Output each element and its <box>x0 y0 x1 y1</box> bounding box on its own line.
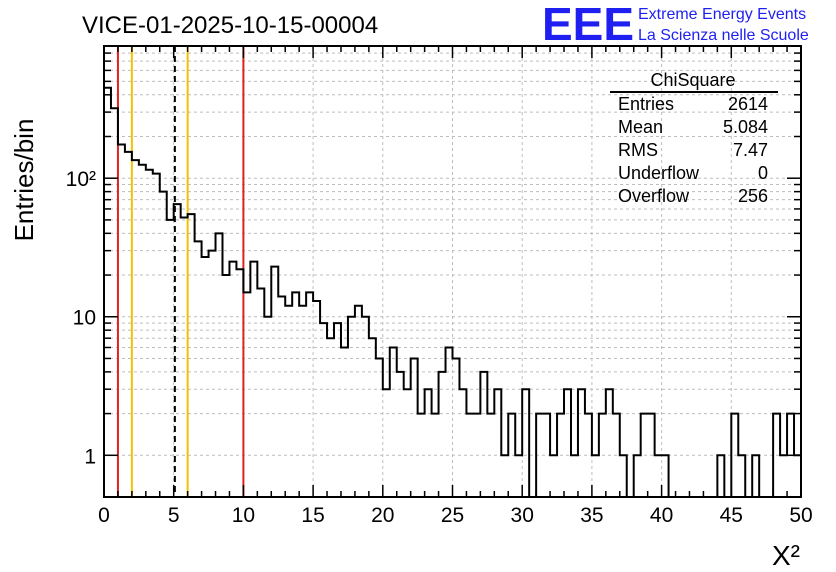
logo-letters: EEE <box>542 0 634 50</box>
logo-line-2: La Scienza nelle Scuole <box>638 27 809 44</box>
stats-row-value: 0 <box>758 163 768 183</box>
logo-line-1: Extreme Energy Events <box>638 6 806 23</box>
x-tick-label: 30 <box>511 504 534 527</box>
reference-lines <box>116 46 245 497</box>
stats-row-value: 5.084 <box>723 117 768 137</box>
stats-box: ChiSquare Entries 2614 Mean 5.084 RMS 7.47 Und… <box>610 70 778 206</box>
y-tick-label: 1 <box>84 445 96 468</box>
stats-title: ChiSquare <box>650 70 735 90</box>
stats-row-label: Overflow <box>618 186 690 206</box>
grid-lines <box>104 46 801 497</box>
axis-ticks <box>103 46 802 497</box>
chart-title: VICE-01-2025-10-15-00004 <box>82 12 378 39</box>
stats-row-label: Entries <box>618 94 674 114</box>
stats-row-value: 256 <box>738 186 768 206</box>
stats-rows: Entries 2614 Mean 5.084 RMS 7.47 Underflow 0 Ove… <box>618 94 768 206</box>
stats-row-value: 2614 <box>728 94 768 114</box>
stats-row-label: RMS <box>618 140 658 160</box>
x-tick-label: 5 <box>168 504 180 527</box>
histogram-series <box>104 86 801 498</box>
x-tick-label: 50 <box>789 504 812 527</box>
stats-row-label: Mean <box>618 117 663 137</box>
x-tick-label: 40 <box>650 504 673 527</box>
y-axis-label: Entries/bin <box>9 119 39 242</box>
x-tick-label: 25 <box>441 504 464 527</box>
stats-row-label: Underflow <box>618 163 700 183</box>
x-tick-label: 15 <box>301 504 324 527</box>
eee-logo: EEE Extreme Energy Events La Scienza nel… <box>542 0 809 50</box>
x-tick-label: 10 <box>232 504 255 527</box>
y-tick-label: 10² <box>66 168 96 191</box>
y-tick-labels: 1 10 10² <box>66 168 96 468</box>
x-tick-label: 20 <box>371 504 394 527</box>
y-tick-label: 10 <box>73 307 96 330</box>
x-tick-labels: 0 5 10 15 20 25 30 35 40 45 50 <box>98 504 813 527</box>
x-tick-label: 0 <box>98 504 110 527</box>
x-tick-label: 45 <box>720 504 743 527</box>
x-axis-label: X² <box>772 540 800 571</box>
stats-row-value: 7.47 <box>733 140 768 160</box>
x-tick-label: 35 <box>580 504 603 527</box>
